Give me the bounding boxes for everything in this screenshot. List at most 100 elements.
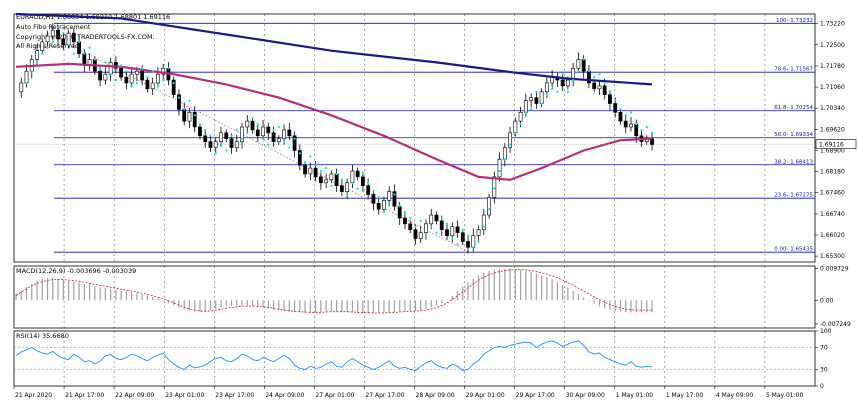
candle-body: [339, 185, 344, 192]
parabolic-sar-dot: [619, 108, 622, 111]
candle-body: [161, 67, 166, 75]
parabolic-sar-dot: [351, 181, 354, 184]
candle-body: [134, 70, 139, 75]
price-tick-label: 1.66020: [820, 232, 845, 239]
candle-body: [50, 29, 55, 37]
candle-body: [345, 182, 350, 192]
parabolic-sar-dot: [372, 190, 375, 193]
candle-body: [171, 79, 176, 96]
parabolic-sar-dot: [566, 90, 570, 93]
candle-body: [623, 120, 628, 128]
parabolic-sar-dot: [551, 87, 554, 90]
price-tick-label: 1.72500: [820, 42, 845, 49]
parabolic-sar-dot: [561, 73, 564, 76]
candle-body: [534, 97, 539, 104]
fib-level-label: 0.00- 1.65435: [774, 247, 813, 253]
rsi-line: [15, 340, 653, 372]
candle-body: [150, 82, 155, 90]
parabolic-sar-dot: [225, 149, 228, 152]
parabolic-sar-dot: [135, 81, 138, 85]
parabolic-sar-dot: [577, 70, 580, 73]
rsi-tick-label: 70: [820, 345, 828, 352]
parabolic-sar-dot: [645, 125, 648, 129]
parabolic-sar-dot: [125, 70, 128, 73]
price-tick-label: 1.69620: [820, 126, 845, 133]
parabolic-sar-dot: [35, 61, 39, 64]
parabolic-sar-dot: [508, 143, 512, 146]
parabolic-sar-dot: [114, 78, 117, 82]
candle-body: [297, 150, 302, 166]
macd-signal-line: [15, 269, 652, 314]
parabolic-sar-dot: [603, 81, 606, 85]
candle-body: [35, 50, 39, 60]
fib-level-label: 38.2- 1.68413: [774, 159, 813, 165]
parabolic-sar-dot: [640, 128, 643, 132]
candle-body: [397, 205, 402, 219]
candle-body: [124, 76, 129, 84]
parabolic-sar-dot: [319, 169, 322, 173]
price-tick-label: 1.68180: [820, 169, 845, 176]
parabolic-sar-dot: [545, 93, 548, 96]
macd-panel-label: MACD(12,26,9) -0.003696 -0.003039: [16, 267, 136, 275]
price-tick-label: 1.73220: [820, 21, 845, 28]
candle-body: [518, 112, 523, 122]
candle-body: [266, 126, 271, 134]
parabolic-sar-dot: [361, 172, 365, 176]
candle-body: [597, 85, 602, 90]
price-tick-label: 1.65300: [820, 253, 845, 260]
parabolic-sar-dot: [67, 43, 70, 46]
time-axis-label: 21 Apr 2020: [15, 392, 52, 399]
candle-body: [182, 109, 187, 122]
parabolic-sar-dot: [593, 76, 596, 79]
candle-body: [629, 123, 633, 128]
parabolic-sar-dot: [493, 187, 496, 190]
candle-body: [119, 67, 124, 78]
parabolic-sar-dot: [293, 137, 296, 140]
candle-body: [424, 223, 428, 233]
parabolic-sar-dot: [188, 99, 191, 102]
rights-label: All Rights Reserved.: [16, 42, 81, 50]
parabolic-sar-dot: [335, 172, 338, 176]
candle-body: [434, 214, 439, 222]
rsi-panel-label: RSI(14) 35.6680: [16, 332, 69, 340]
parabolic-sar-dot: [77, 40, 81, 43]
parabolic-sar-dot: [330, 184, 333, 187]
parabolic-sar-dot: [524, 111, 527, 114]
candle-body: [24, 70, 29, 84]
parabolic-sar-dot: [193, 114, 196, 117]
parabolic-sar-dot: [30, 70, 33, 73]
parabolic-sar-dot: [25, 81, 28, 85]
parabolic-sar-dot: [435, 231, 438, 234]
parabolic-sar-dot: [477, 240, 480, 243]
parabolic-sar-dot: [303, 161, 307, 164]
parabolic-sar-dot: [156, 84, 160, 88]
parabolic-sar-dot: [414, 225, 417, 228]
price-tick-label: 1.71780: [820, 63, 845, 70]
candle-body: [56, 29, 60, 40]
parabolic-sar-dot: [282, 140, 286, 143]
parabolic-sar-dot: [204, 128, 207, 132]
price-tick-label: 1.68900: [820, 147, 845, 154]
parabolic-sar-dot: [88, 46, 91, 49]
candle-body: [219, 132, 223, 142]
parabolic-sar-dot: [445, 222, 449, 225]
parabolic-sar-dot: [198, 122, 202, 126]
candle-body: [560, 79, 565, 87]
moving-average-medium-line: [15, 62, 653, 181]
candle-body: [513, 120, 518, 134]
candle-body: [481, 214, 486, 231]
parabolic-sar-dot: [356, 187, 359, 190]
parabolic-sar-dot: [98, 67, 102, 70]
parabolic-sar-dot: [398, 205, 401, 208]
parabolic-sar-dot: [309, 155, 312, 158]
candle-body: [177, 94, 181, 110]
candle-body: [408, 223, 413, 231]
parabolic-sar-dot: [62, 31, 65, 35]
time-axis-label: 24 Apr 09:00: [265, 392, 304, 399]
parabolic-sar-dot: [256, 122, 259, 126]
parabolic-sar-dot: [624, 114, 627, 117]
parabolic-sar-dot: [409, 216, 412, 220]
candle-body: [387, 191, 392, 201]
